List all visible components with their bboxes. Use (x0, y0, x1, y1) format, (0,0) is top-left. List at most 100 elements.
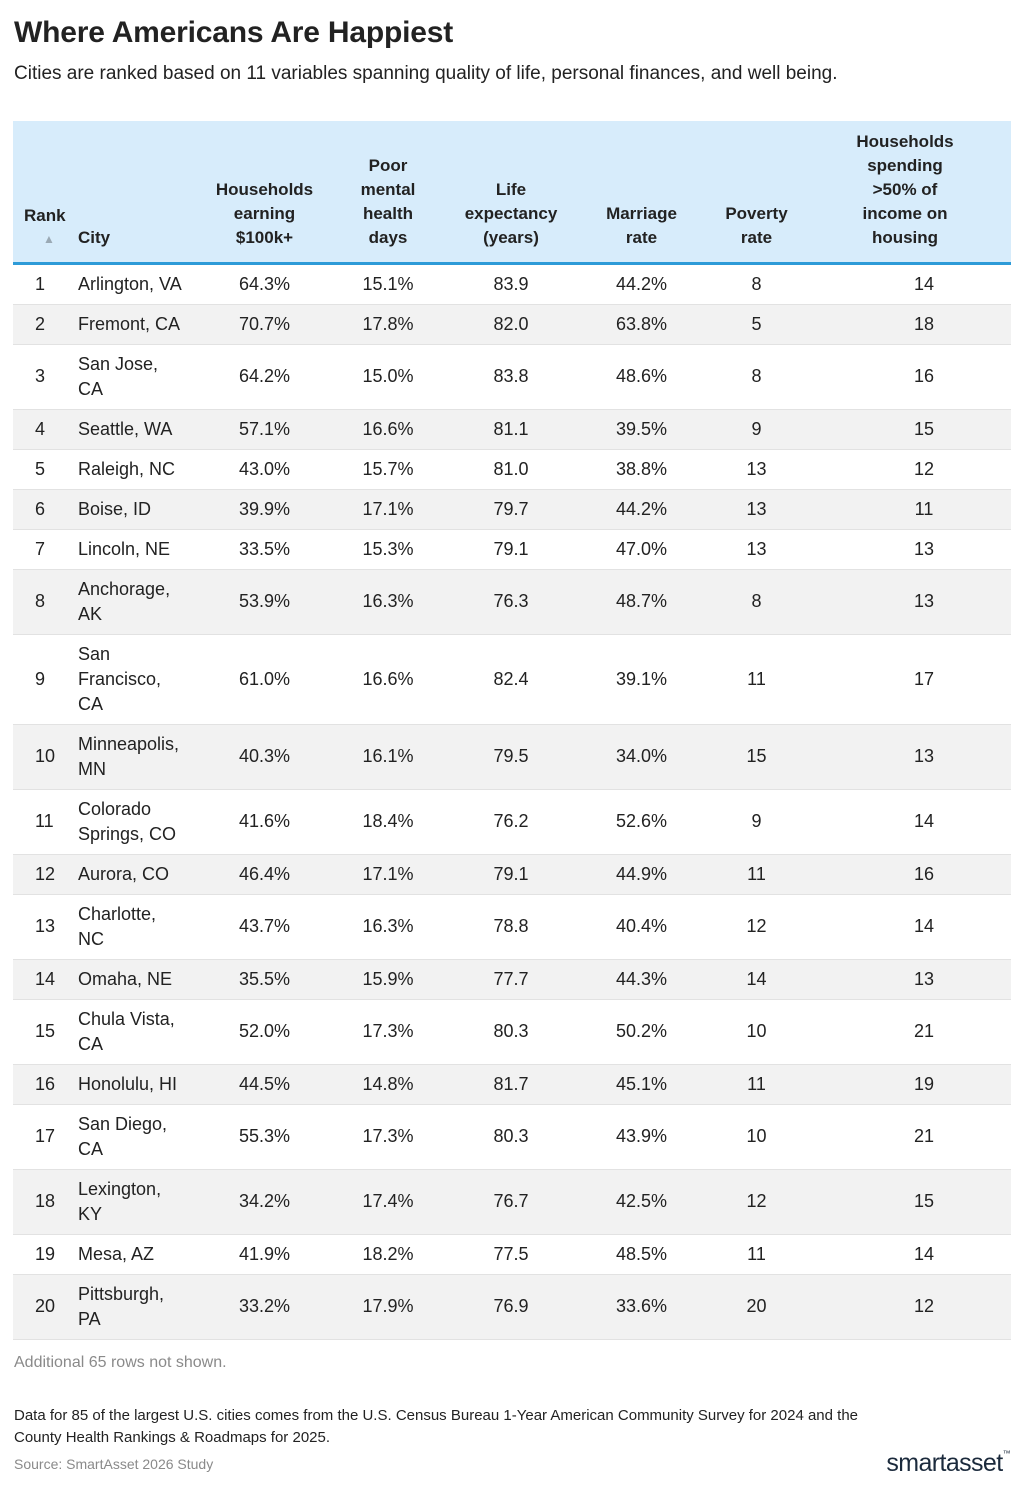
table-row: 3 San Jose, CA 64.2% 15.0% 83.8 48.6% 8 16 (13, 344, 1011, 410)
column-header-housing-burden[interactable]: Households spending >50% of income on housin… (799, 121, 1011, 265)
cell-rank: 16 (13, 1064, 78, 1105)
cell-life-expectancy: 83.9 (453, 263, 569, 305)
cell-life-expectancy: 83.8 (453, 344, 569, 410)
cell-income: 41.6% (206, 789, 323, 855)
cell-housing-burden: 14 (799, 263, 1011, 305)
column-header-line: health (362, 203, 414, 223)
cell-income: 46.4% (206, 854, 323, 895)
cell-poverty-rate: 11 (714, 634, 799, 725)
cell-poverty-rate: 11 (714, 854, 799, 895)
cell-poverty-rate: 8 (714, 263, 799, 305)
cell-mental-health-days: 17.1% (323, 854, 453, 895)
column-header-poverty-rate[interactable]: Poverty rate (714, 121, 799, 265)
cell-housing-burden: 14 (799, 789, 1011, 855)
cell-life-expectancy: 79.5 (453, 724, 569, 790)
cell-marriage-rate: 48.5% (569, 1234, 714, 1275)
cell-income: 55.3% (206, 1104, 323, 1170)
cell-rank: 11 (13, 789, 78, 855)
column-header-line: mental (360, 179, 416, 199)
column-header-label: Poor mental health days (361, 154, 416, 250)
cell-income: 53.9% (206, 569, 323, 635)
cell-marriage-rate: 45.1% (569, 1064, 714, 1105)
cell-income: 41.9% (206, 1234, 323, 1275)
cell-poverty-rate: 14 (714, 959, 799, 1000)
cell-marriage-rate: 34.0% (569, 724, 714, 790)
table-body: 1 Arlington, VA 64.3% 15.1% 83.9 44.2% 8 14 2 Fre… (13, 263, 1011, 1340)
cell-rank: 17 (13, 1104, 78, 1170)
cell-city: Raleigh, NC (78, 449, 206, 490)
cell-mental-health-days: 15.0% (323, 344, 453, 410)
table-row: 13 Charlotte, NC 43.7% 16.3% 78.8 40.4% 12 14 (13, 894, 1011, 960)
cell-mental-health-days: 18.2% (323, 1234, 453, 1275)
cell-income: 33.5% (206, 529, 323, 570)
cell-mental-health-days: 17.3% (323, 1104, 453, 1170)
column-header-label: Households earning $100k+ (216, 178, 313, 250)
cell-mental-health-days: 16.6% (323, 409, 453, 450)
cell-life-expectancy: 79.1 (453, 529, 569, 570)
table-row: 5 Raleigh, NC 43.0% 15.7% 81.0 38.8% 13 12 (13, 449, 1011, 490)
column-header-income[interactable]: Households earning $100k+ (206, 121, 323, 265)
cell-poverty-rate: 10 (714, 999, 799, 1065)
cell-mental-health-days: 15.9% (323, 959, 453, 1000)
cell-housing-burden: 16 (799, 344, 1011, 410)
column-header-line: Life (495, 179, 527, 199)
cell-rank: 2 (13, 304, 78, 345)
cell-marriage-rate: 40.4% (569, 894, 714, 960)
column-header-marriage-rate[interactable]: Marriage rate (569, 121, 714, 265)
cell-housing-burden: 12 (799, 1274, 1011, 1340)
table-row: 18 Lexington, KY 34.2% 17.4% 76.7 42.5% 12 15 (13, 1169, 1011, 1235)
column-header-line: rate (625, 227, 658, 247)
cell-housing-burden: 13 (799, 569, 1011, 635)
column-header-line: days (368, 227, 408, 247)
cell-housing-burden: 16 (799, 854, 1011, 895)
column-header-label: Poverty rate (725, 202, 787, 250)
column-header-line: rate (740, 227, 773, 247)
logo-wordmark: smartasset (886, 1449, 1003, 1477)
table-row: 14 Omaha, NE 35.5% 15.9% 77.7 44.3% 14 13 (13, 959, 1011, 1000)
cell-life-expectancy: 79.7 (453, 489, 569, 530)
cell-marriage-rate: 33.6% (569, 1274, 714, 1340)
cell-housing-burden: 11 (799, 489, 1011, 530)
cell-mental-health-days: 17.9% (323, 1274, 453, 1340)
page-title: Where Americans Are Happiest (14, 16, 453, 49)
cell-income: 35.5% (206, 959, 323, 1000)
cell-marriage-rate: 39.1% (569, 634, 714, 725)
cell-mental-health-days: 17.4% (323, 1169, 453, 1235)
cell-housing-burden: 18 (799, 304, 1011, 345)
cell-marriage-rate: 44.9% (569, 854, 714, 895)
table-row: 6 Boise, ID 39.9% 17.1% 79.7 44.2% 13 11 (13, 489, 1011, 530)
column-header-line: income on (862, 203, 948, 223)
cell-rank: 7 (13, 529, 78, 570)
cell-income: 44.5% (206, 1064, 323, 1105)
cell-city: San Diego, CA (78, 1104, 206, 1170)
cell-housing-burden: 21 (799, 999, 1011, 1065)
cell-city: Seattle, WA (78, 409, 206, 450)
rows-not-shown-note: Additional 65 rows not shown. (14, 1354, 227, 1371)
column-header-line: >50% of (872, 179, 938, 199)
table-row: 15 Chula Vista, CA 52.0% 17.3% 80.3 50.2% 10 21 (13, 999, 1011, 1065)
cell-marriage-rate: 50.2% (569, 999, 714, 1065)
cell-poverty-rate: 12 (714, 1169, 799, 1235)
cell-city: Mesa, AZ (78, 1234, 206, 1275)
cell-poverty-rate: 11 (714, 1234, 799, 1275)
cell-life-expectancy: 81.1 (453, 409, 569, 450)
column-header-city[interactable]: City (78, 121, 206, 265)
column-header-line: Poverty (725, 203, 788, 223)
cell-life-expectancy: 77.5 (453, 1234, 569, 1275)
cell-life-expectancy: 78.8 (453, 894, 569, 960)
column-header-life-expectancy[interactable]: Life expectancy (years) (453, 121, 569, 265)
cell-mental-health-days: 17.3% (323, 999, 453, 1065)
column-header-rank[interactable]: Rank ▲ (13, 121, 78, 265)
cell-mental-health-days: 16.3% (323, 894, 453, 960)
cell-marriage-rate: 44.2% (569, 489, 714, 530)
cell-life-expectancy: 77.7 (453, 959, 569, 1000)
cell-city: Lexington, KY (78, 1169, 206, 1235)
cell-housing-burden: 12 (799, 449, 1011, 490)
cell-poverty-rate: 5 (714, 304, 799, 345)
cell-mental-health-days: 18.4% (323, 789, 453, 855)
cell-mental-health-days: 17.8% (323, 304, 453, 345)
cell-city: San Francisco, CA (78, 634, 206, 725)
column-header-mental-health[interactable]: Poor mental health days (323, 121, 453, 265)
cell-rank: 1 (13, 263, 78, 305)
cell-rank: 13 (13, 894, 78, 960)
